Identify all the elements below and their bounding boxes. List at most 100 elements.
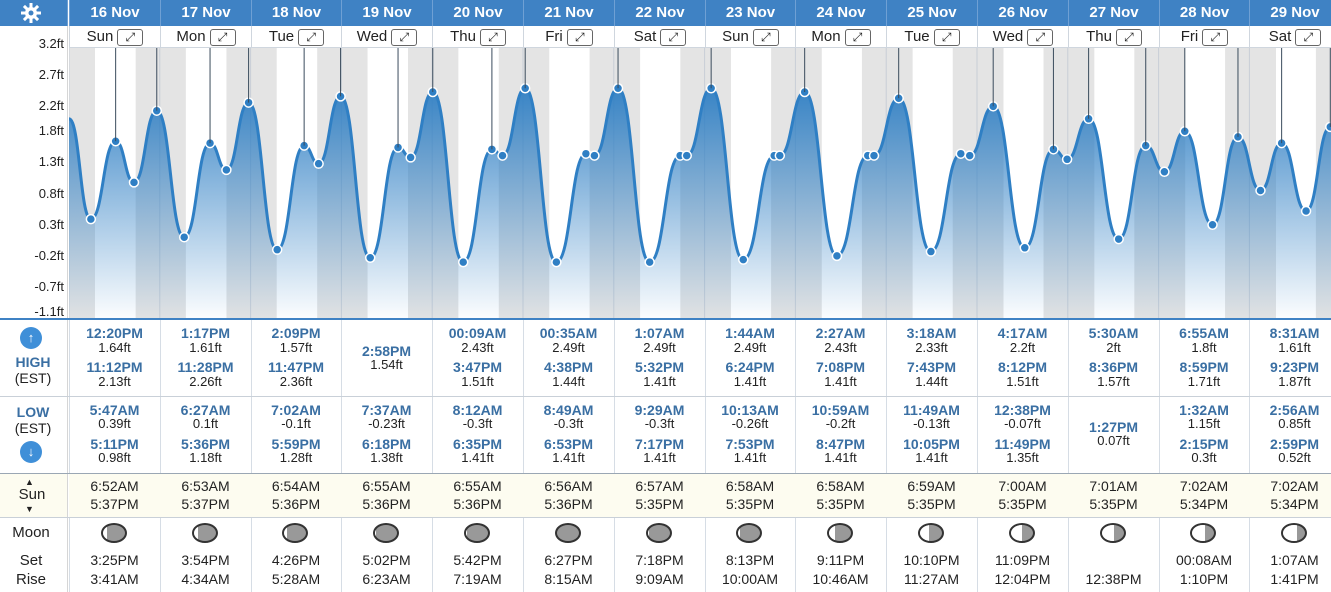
high-time-1: 8:31AM — [1269, 325, 1320, 341]
sun-cell — [1159, 474, 1249, 517]
column-divider — [886, 318, 887, 592]
sunset-time: 5:35PM — [635, 496, 684, 512]
column-divider — [432, 318, 433, 592]
moon-phase-icon — [191, 523, 218, 543]
high-height-1: 2.33ft — [915, 340, 948, 355]
low-height-1: -0.23ft — [368, 416, 405, 431]
day-weekday-row: Fri ⤢ — [1159, 26, 1249, 48]
expand-day-button[interactable]: ⤢ — [1295, 28, 1322, 46]
low-time-2: 2:15PM — [1179, 436, 1229, 452]
sunset-time: 5:37PM — [181, 496, 230, 512]
high-height-2: 1.44ft — [915, 374, 948, 389]
expand-day-button[interactable]: ⤢ — [1202, 28, 1229, 46]
expand-day-button[interactable]: ⤢ — [209, 28, 236, 46]
high-time-2: 6:24PM — [725, 359, 775, 375]
weekday-label: Fri — [545, 28, 563, 45]
high-height-2: 2.13ft — [98, 374, 131, 389]
expand-day-button[interactable]: ⤢ — [752, 28, 779, 46]
high-height-1: 1.61ft — [189, 340, 222, 355]
sun-cell — [1249, 474, 1331, 517]
day-date-header: 17 Nov — [160, 0, 251, 26]
caret-up-icon: ▲ — [25, 477, 34, 487]
column-divider — [160, 318, 161, 592]
high-height-2: 1.41ft — [824, 374, 857, 389]
expand-day-button[interactable]: ⤢ — [391, 28, 418, 46]
high-time-2: 8:12PM — [997, 359, 1048, 375]
sunset-time: 5:36PM — [362, 496, 411, 512]
sunrise-time: 7:01AM — [1089, 478, 1138, 494]
set-label: Set — [19, 552, 43, 569]
arrow-up-icon: ↑ — [20, 327, 42, 349]
sun-cell — [523, 474, 614, 517]
low-time-2: 6:53PM — [543, 436, 594, 452]
tide-point — [580, 148, 592, 159]
low-tz-label: (EST) — [14, 420, 52, 436]
low-time-2: 6:18PM — [361, 436, 412, 452]
moon-phase-icon — [917, 523, 944, 543]
high-height-2: 1.41ft — [733, 374, 767, 389]
low-height-2: 1.41ft — [552, 450, 585, 465]
sunrise-time: 7:02AM — [1270, 478, 1319, 494]
high-height-1: 2.43ft — [824, 340, 857, 355]
tide-chart — [69, 48, 1331, 318]
day-weekday-row: Tue ⤢ — [886, 26, 977, 48]
expand-day-button[interactable]: ⤢ — [479, 28, 506, 46]
sunrise-time: 6:58AM — [725, 478, 775, 494]
y-tick-label: 1.8ft — [38, 123, 64, 139]
expand-day-button[interactable]: ⤢ — [844, 28, 871, 46]
tide-point — [1061, 154, 1073, 165]
expand-day-button[interactable]: ⤢ — [298, 28, 325, 46]
high-height-2: 2.36ft — [279, 374, 313, 389]
low-height-1: -0.07ft — [1004, 416, 1041, 431]
moonrise-time: 3:41AM — [90, 571, 139, 587]
gear-icon[interactable] — [21, 3, 41, 23]
day-date-header: 18 Nov — [251, 0, 341, 26]
high-time-1: 1:44AM — [725, 325, 775, 341]
high-time-2: 8:59PM — [1179, 359, 1229, 375]
high-height-2: 1.87ft — [1278, 374, 1311, 389]
moonrise-time: 4:34AM — [181, 571, 230, 587]
low-time-1: 8:49AM — [543, 402, 594, 418]
low-height-1: -0.2ft — [825, 416, 856, 431]
expand-day-button[interactable]: ⤢ — [933, 28, 960, 46]
moon-phase-icon — [1190, 523, 1216, 543]
tide-point — [128, 177, 140, 188]
sunset-time: 5:35PM — [998, 496, 1047, 512]
day-weekday-row: Sun ⤢ — [69, 26, 160, 48]
low-height-2: 1.41ft — [461, 450, 494, 465]
y-tick-label: 2.7ft — [38, 67, 64, 83]
day-date-header: 21 Nov — [523, 0, 614, 26]
sunrise-time: 6:56AM — [544, 478, 593, 494]
tide-area — [69, 88, 1331, 318]
expand-day-button[interactable]: ⤢ — [566, 28, 593, 46]
weekday-label: Tue — [904, 28, 930, 45]
moonrise-time: 10:00AM — [721, 571, 779, 587]
high-tz-label: (EST) — [14, 370, 52, 386]
weekday-label: Fri — [1180, 28, 1199, 45]
expand-day-button[interactable]: ⤢ — [117, 28, 144, 46]
sunrise-time: 7:00AM — [998, 478, 1047, 494]
moonset-time: 11:09PM — [995, 552, 1050, 568]
low-height-1: -0.3ft — [553, 416, 584, 431]
expand-day-button[interactable]: ⤢ — [1115, 28, 1142, 46]
high-height-1: 2.49ft — [552, 340, 585, 355]
moonset-time: 10:10PM — [903, 552, 960, 568]
tide-point — [364, 252, 376, 264]
low-height-2: 1.41ft — [824, 450, 857, 465]
high-time-1: 3:18AM — [906, 325, 957, 341]
weekday-label: Sun — [86, 28, 114, 45]
weekday-label: Mon — [811, 28, 841, 45]
low-time-2: 5:36PM — [180, 436, 231, 452]
day-date-header: 20 Nov — [432, 0, 523, 26]
expand-day-button[interactable]: ⤢ — [1027, 28, 1054, 46]
moon-phase-icon — [1280, 523, 1307, 543]
expand-day-button[interactable]: ⤢ — [660, 28, 687, 46]
low-time-1: 10:59AM — [811, 402, 870, 418]
settings-cell[interactable] — [0, 0, 68, 26]
tide-point — [1255, 185, 1266, 196]
low-height-1: -0.13ft — [913, 416, 950, 431]
high-time-1: 2:27AM — [815, 325, 866, 341]
low-height-2: 0.52ft — [1278, 450, 1311, 465]
column-divider — [69, 318, 70, 592]
high-time-2: 8:36PM — [1088, 359, 1139, 375]
